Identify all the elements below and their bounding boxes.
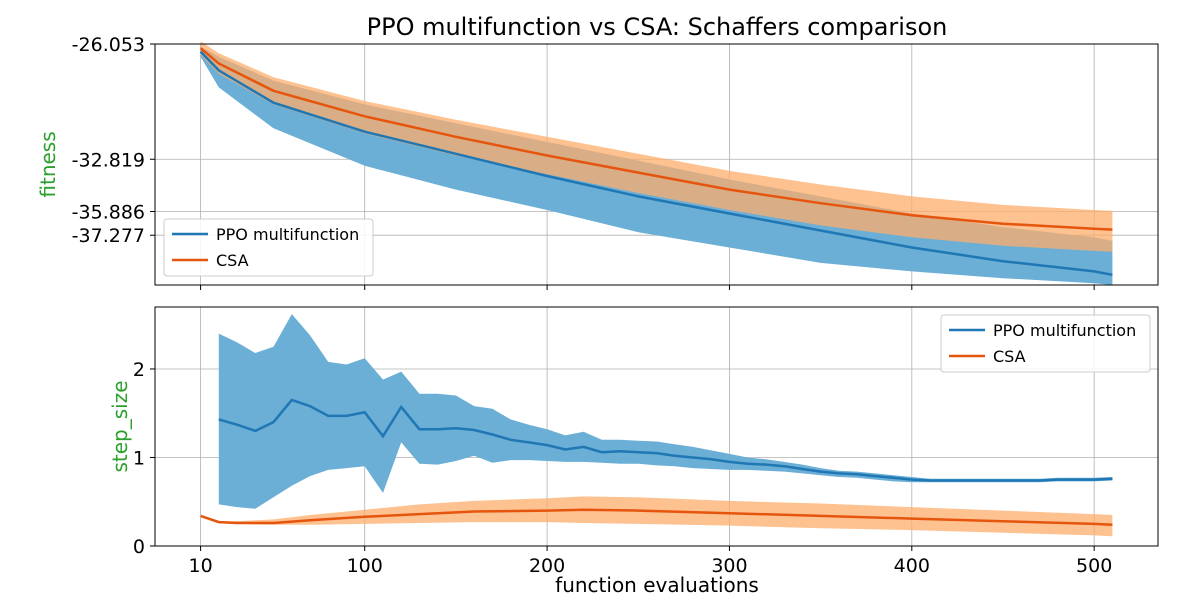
x-tick-label: 10 <box>188 555 212 577</box>
legend: PPO multifunction CSA <box>163 218 374 277</box>
y-tick-label: -32.819 <box>72 149 145 171</box>
y-tick-label: 2 <box>133 359 145 381</box>
axes-frame <box>154 43 1159 286</box>
series-line-ppo <box>218 398 1113 482</box>
legend-label: PPO multifunction <box>216 225 359 244</box>
confidence-band-csa <box>200 496 1113 537</box>
x-tick-label: 400 <box>894 555 930 577</box>
y-tick-label: -35.886 <box>72 202 145 224</box>
x-axis-label: function evaluations <box>555 573 759 597</box>
series-line-csa <box>200 508 1113 527</box>
x-tick-label: 100 <box>347 555 383 577</box>
x-tick-label: 300 <box>711 555 747 577</box>
y-tick-label: -37.277 <box>72 225 145 247</box>
legend-box <box>940 314 1151 373</box>
legend-label: CSA <box>993 347 1026 366</box>
y-axis-label: fitness <box>36 131 60 197</box>
legend-label: CSA <box>216 251 249 270</box>
legend-label: PPO multifunction <box>993 321 1136 340</box>
confidence-band-csa <box>200 41 1113 252</box>
confidence-band-ppo <box>218 314 1113 509</box>
x-tick-label: 200 <box>529 555 565 577</box>
legend-box <box>163 218 374 277</box>
y-tick-label: 1 <box>133 447 145 469</box>
series-line-ppo <box>199 50 1113 277</box>
y-tick-label: 0 <box>133 536 145 558</box>
x-tick-label: 500 <box>1076 555 1112 577</box>
chart-title: PPO multifunction vs CSA: Schaffers comp… <box>367 13 948 41</box>
fitness-panel: -26.053 -32.819 -35.886-37.277 fitness PPO m… <box>36 34 1159 290</box>
series-line-csa <box>199 47 1113 231</box>
axes-frame <box>154 306 1159 547</box>
legend: PPO multifunction CSA <box>940 314 1151 373</box>
y-tick-label: -26.053 <box>72 34 145 56</box>
y-axis-label: step_size <box>108 380 132 472</box>
